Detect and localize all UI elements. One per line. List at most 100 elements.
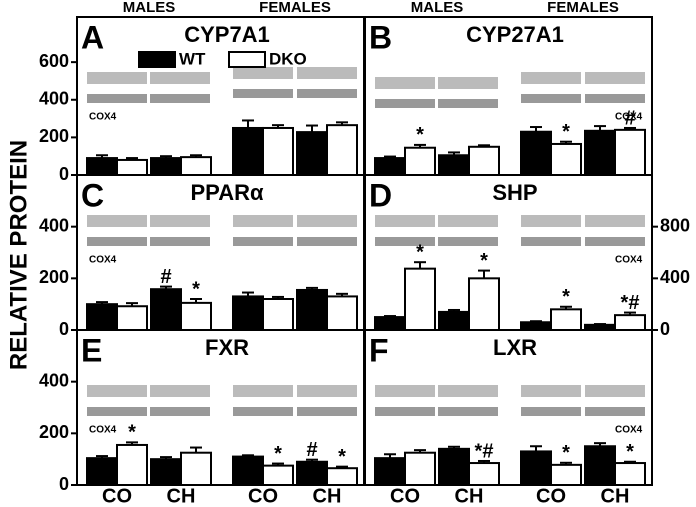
blot: [375, 237, 435, 246]
blot: [585, 237, 645, 246]
blot: [521, 407, 581, 416]
significance-label: #: [160, 266, 171, 288]
bar: [584, 445, 616, 486]
blot: [585, 385, 645, 397]
legend-label: DKO: [269, 49, 307, 68]
blot: [375, 215, 435, 227]
bar: [468, 462, 500, 486]
blot-label: COX4: [89, 425, 117, 436]
blot: [438, 99, 498, 108]
bar: [296, 288, 328, 332]
y-tick-label: 600: [39, 51, 69, 71]
y-axis-label: RELATIVE PROTEIN: [5, 140, 32, 370]
blot: [297, 407, 357, 416]
bar: [180, 301, 212, 331]
bar: [550, 463, 582, 487]
blot: [521, 94, 581, 103]
bar: [374, 157, 406, 176]
bar: [438, 310, 470, 331]
y-tick-label: 200: [39, 422, 69, 442]
significance-label: *: [338, 446, 346, 468]
bar: [262, 126, 294, 176]
blot: [150, 237, 210, 246]
bar: [86, 303, 118, 331]
bar: [296, 131, 328, 177]
y-tick-label: 400: [39, 215, 69, 235]
blot: [150, 385, 210, 397]
significance-label: *: [416, 124, 424, 146]
panel-letter: A: [81, 19, 104, 55]
bar: [404, 267, 436, 332]
x-tick-label: CO: [248, 485, 278, 507]
significance-label: #: [624, 107, 635, 129]
bar: [180, 451, 212, 487]
bar: [520, 450, 552, 486]
legend-swatch: [138, 51, 176, 68]
bar: [550, 308, 582, 332]
panel-letter: C: [81, 177, 104, 213]
bar: [404, 146, 436, 177]
significance-label: *#: [621, 292, 640, 314]
significance-label: *: [192, 278, 200, 300]
blot: [585, 94, 645, 103]
bar: [468, 277, 500, 332]
bar: [116, 305, 148, 332]
bar: [520, 321, 552, 331]
bar: [614, 462, 646, 486]
group-label: FEMALES: [259, 0, 331, 16]
blot: [438, 215, 498, 227]
blot: [297, 67, 357, 79]
bar: [326, 124, 358, 176]
bar: [404, 451, 436, 487]
bar: [468, 145, 500, 177]
blot: [87, 237, 147, 246]
blot: [521, 72, 581, 84]
bar: [116, 443, 148, 487]
significance-label: *: [274, 443, 282, 465]
bar: [232, 126, 264, 176]
blot: [233, 385, 293, 397]
blot: [375, 77, 435, 89]
significance-label: #: [306, 439, 317, 461]
blot: [375, 407, 435, 416]
y-tick-label: 200: [39, 126, 69, 146]
bar: [326, 467, 358, 487]
bar: [614, 128, 646, 177]
bar: [180, 156, 212, 176]
blot: [297, 89, 357, 98]
significance-label: *: [626, 441, 634, 463]
x-tick-label: CH: [455, 485, 484, 507]
bar: [150, 157, 182, 176]
y-tick-label: 400: [660, 267, 690, 287]
group-label: MALES: [411, 0, 464, 16]
bar: [86, 157, 118, 176]
bar: [520, 130, 552, 177]
panel-letter: E: [81, 332, 102, 368]
y-tick-label: 0: [59, 474, 69, 494]
blot: [233, 407, 293, 416]
x-tick-label: CH: [313, 485, 342, 507]
y-tick-label: 400: [39, 89, 69, 109]
bar: [614, 314, 646, 332]
blot: [438, 385, 498, 397]
blot: [87, 215, 147, 227]
blot: [375, 99, 435, 108]
blot: [87, 94, 147, 103]
blot: [150, 407, 210, 416]
y-tick-label: 0: [59, 164, 69, 184]
blot: [438, 407, 498, 416]
blot: [297, 215, 357, 227]
bar: [262, 464, 294, 486]
blot: [375, 385, 435, 397]
blot: [521, 215, 581, 227]
blot: [297, 385, 357, 397]
legend-label: WT: [179, 49, 206, 68]
panel-title: FXR: [205, 335, 249, 360]
significance-label: *: [562, 442, 570, 464]
x-tick-label: CO: [536, 485, 566, 507]
bar: [374, 457, 406, 486]
bar: [150, 288, 182, 331]
blot-label: COX4: [89, 112, 117, 123]
blot: [585, 72, 645, 84]
